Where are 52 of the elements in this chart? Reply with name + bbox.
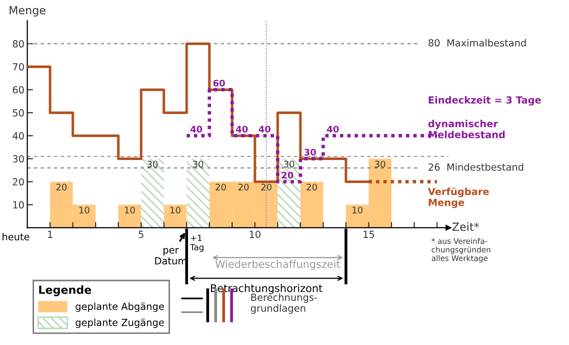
data-label: 20 [216,184,226,191]
y-tick-label: 80 [12,40,24,48]
data-label: 30 [304,148,316,156]
text: Verfügbare Menge [428,188,489,208]
data-label: 30 [375,160,386,168]
y-tick-label: 70 [12,63,24,71]
bar [186,158,210,228]
data-label: 30 [147,160,158,168]
y-tick-label: 30 [12,155,24,163]
data-label: 60 [213,80,225,87]
ref-line-label: 26 Mindestbestand [428,163,524,171]
series-label: dynamischer Meldebestand [428,120,505,138]
data-label: 40 [258,126,270,133]
text: Betrachtungshorizont [210,284,322,294]
ref-line-label: 80 Maximalbestand [428,38,526,47]
data-label: 30 [192,160,204,168]
legend-label: geplante Abgänge [76,302,164,312]
text: heute [2,232,30,240]
data-label: 40 [190,126,202,133]
data-label: 20 [56,184,67,191]
x-tick-label: 1 [48,230,52,238]
legend-label: geplante Zugänge [76,318,164,328]
text: Berechnungs- grundlagen [250,293,318,314]
x-axis-title: Zeit* [452,222,480,231]
x-tick-label: 5 [138,230,144,238]
bar [164,204,187,228]
data-label: 20 [261,184,272,191]
y-tick-label: 50 [12,109,24,117]
x-tick-label: 10 [250,230,260,238]
data-label: 20 [282,172,294,179]
y-tick-label: 10 [13,201,24,209]
y-tick-label: 20 [12,178,24,186]
data-label: 40 [236,126,248,133]
data-label: 10 [79,206,90,214]
data-label: 40 [327,126,339,133]
data-label: 10 [352,206,362,214]
text: Wiederbeschaffungszeit [215,260,340,270]
text: +1 Tag [190,234,204,252]
y-tick-label: 60 [12,86,24,94]
data-label: 10 [170,206,180,214]
data-label: 20 [306,184,317,191]
x-tick-label: 15 [364,230,374,238]
bar [118,204,142,228]
data-label: 20 [238,184,249,191]
bar [141,158,164,228]
y-tick-label: 40 [12,132,24,140]
data-label: 30 [284,160,294,168]
data-label: 10 [124,206,135,214]
y-axis-title: Menge [10,6,46,17]
legend-title: Legende [39,285,92,296]
bar [300,182,324,228]
annotation: Eindeckzeit = 3 Tage [428,96,541,106]
